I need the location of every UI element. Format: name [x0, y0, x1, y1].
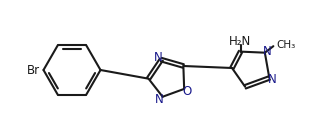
Text: H₂N: H₂N [228, 35, 251, 48]
Text: Br: Br [26, 64, 40, 76]
Text: O: O [183, 85, 192, 98]
Text: N: N [155, 93, 164, 106]
Text: N: N [154, 51, 163, 64]
Text: CH₃: CH₃ [277, 40, 296, 50]
Text: N: N [263, 45, 272, 58]
Text: N: N [268, 73, 277, 86]
